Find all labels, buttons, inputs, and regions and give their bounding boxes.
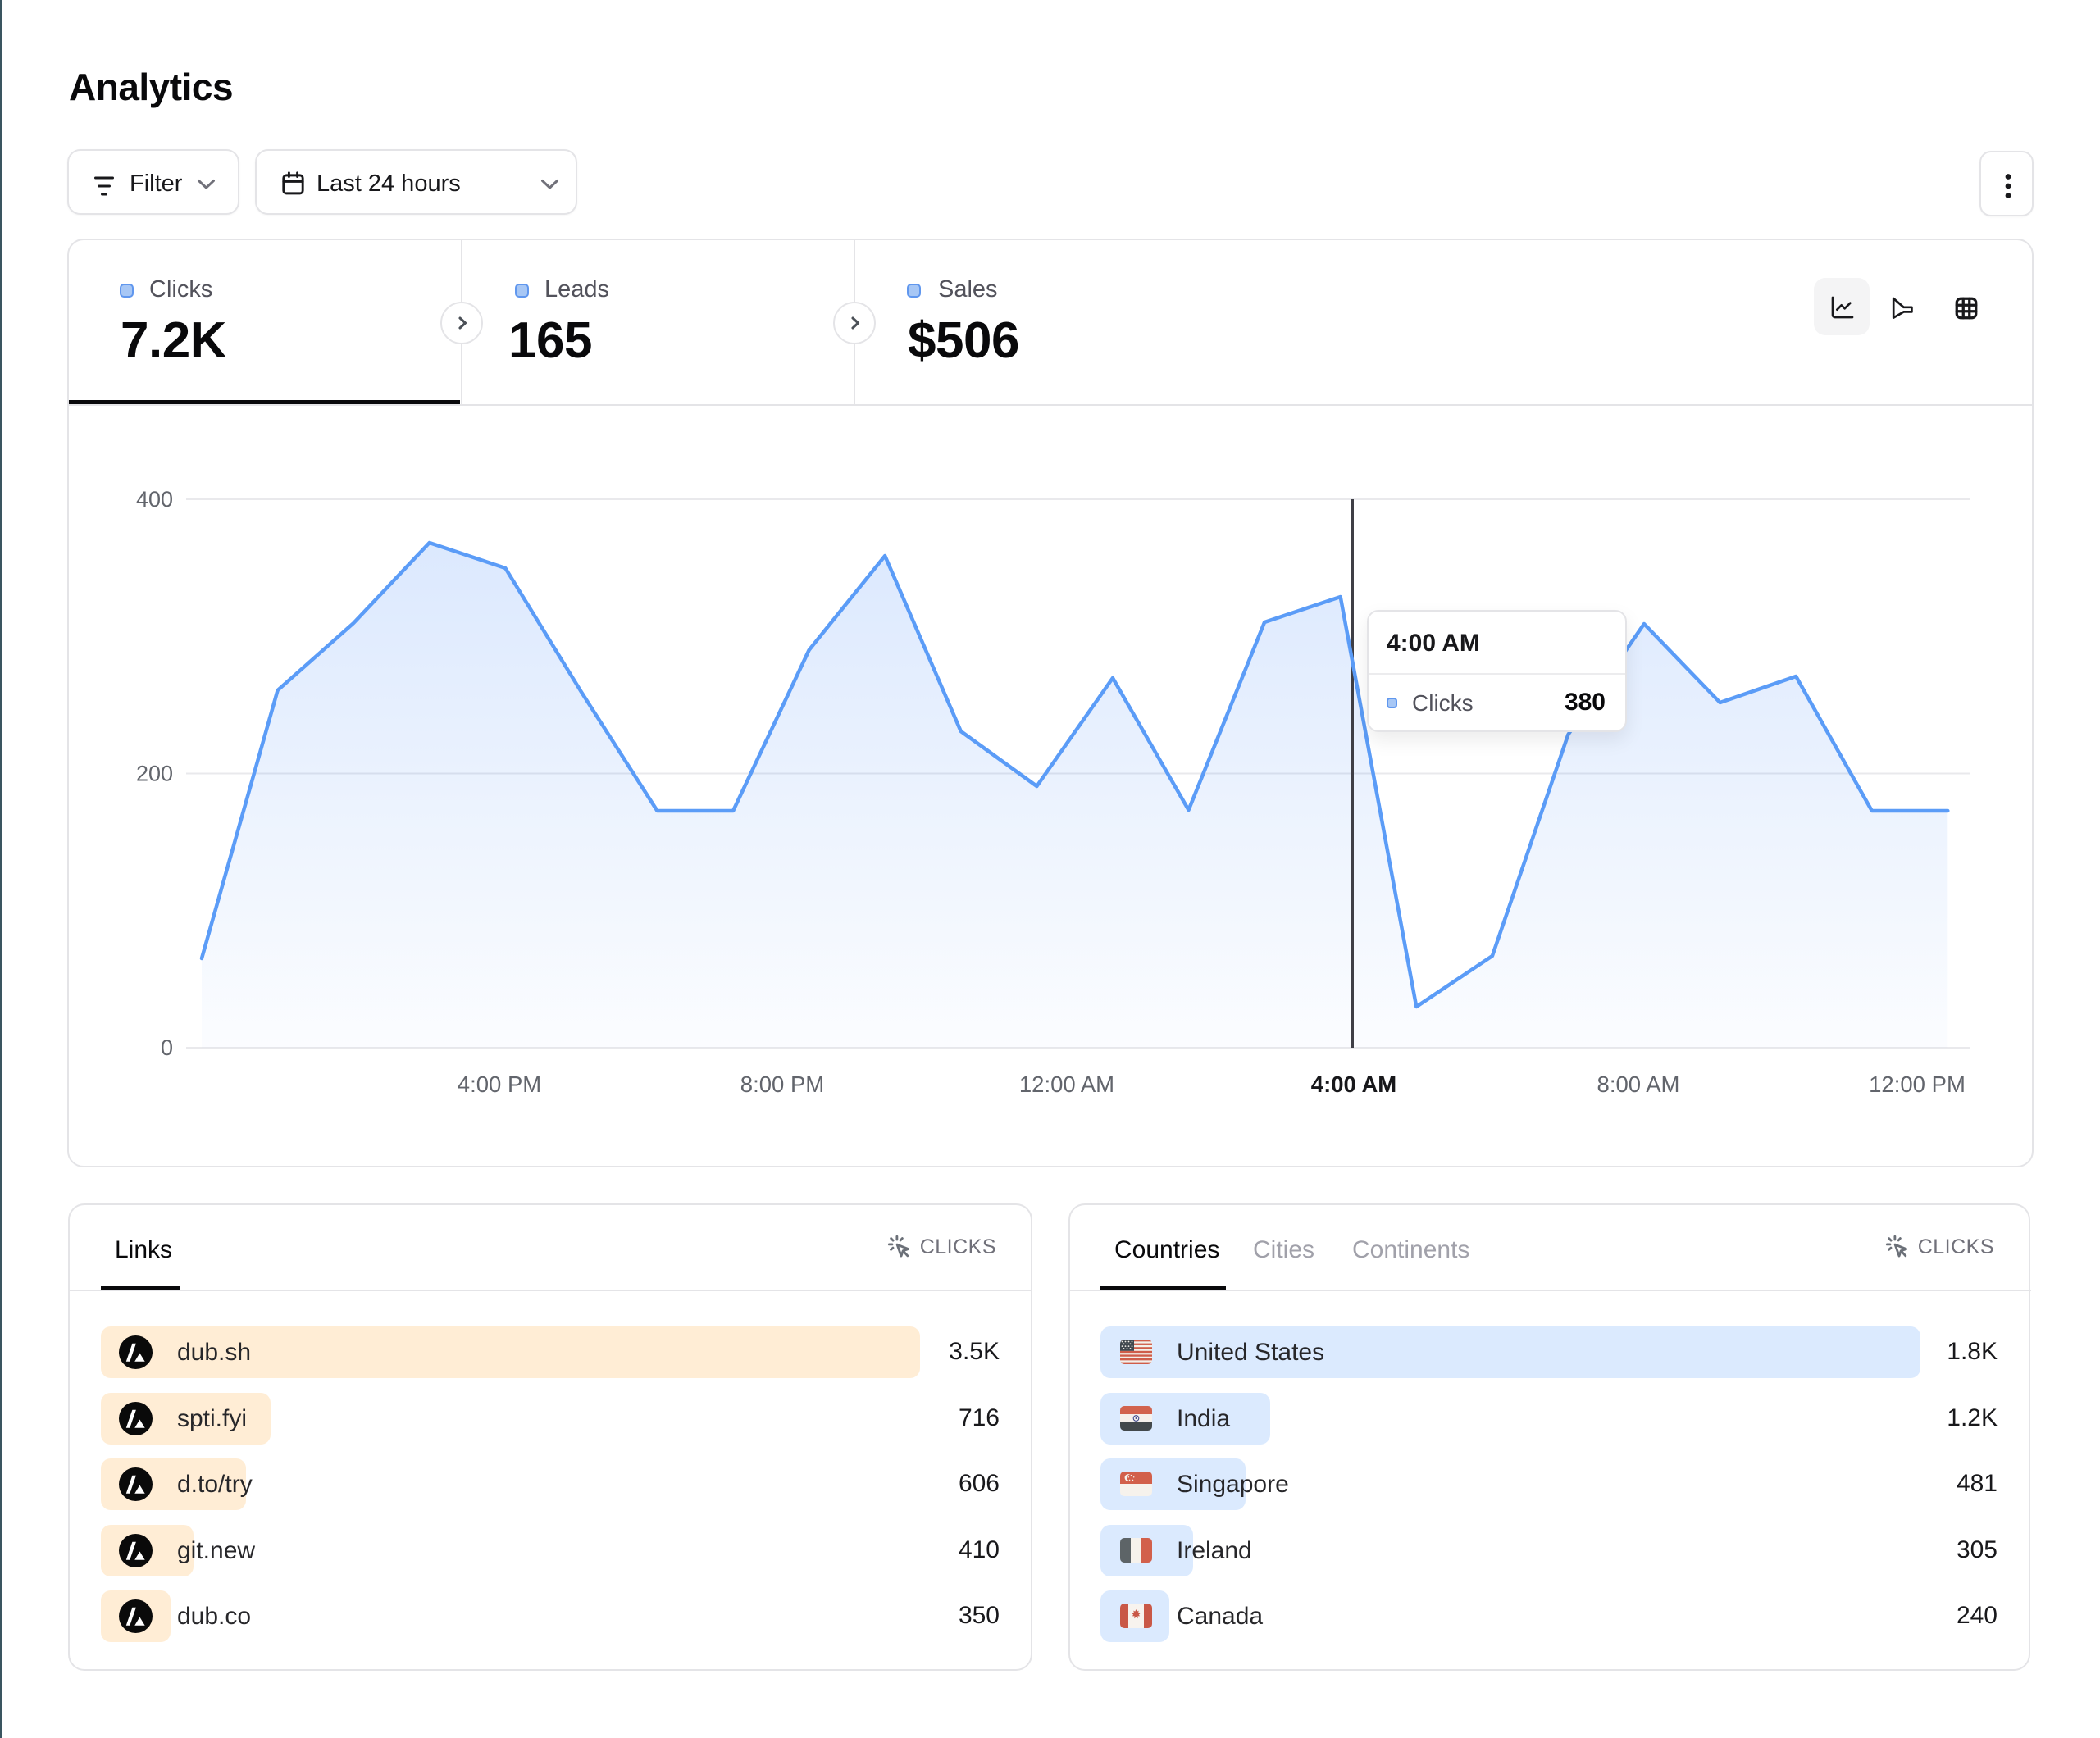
svg-text:400: 400 bbox=[136, 487, 173, 512]
svg-text:0: 0 bbox=[161, 1035, 173, 1060]
svg-text:8:00 AM: 8:00 AM bbox=[1597, 1071, 1680, 1097]
svg-text:8:00 PM: 8:00 PM bbox=[740, 1071, 824, 1097]
svg-text:12:00 PM: 12:00 PM bbox=[1869, 1071, 1966, 1097]
svg-text:12:00 AM: 12:00 AM bbox=[1019, 1071, 1114, 1097]
svg-text:200: 200 bbox=[136, 762, 173, 786]
svg-text:4:00 PM: 4:00 PM bbox=[458, 1071, 541, 1097]
svg-text:4:00 AM: 4:00 AM bbox=[1311, 1071, 1396, 1097]
